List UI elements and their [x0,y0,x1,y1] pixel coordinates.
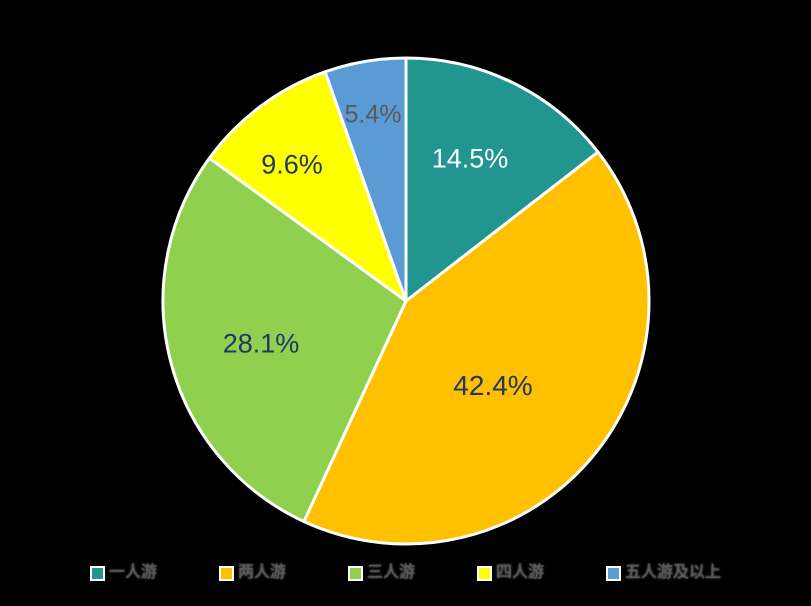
legend-label: 一人游 [108,564,157,581]
chart-legend: 一人游 两人游 三人游 四人游 五人游及以上 [0,558,811,588]
legend-item: 五人游及以上 [606,565,721,581]
legend-label: 五人游及以上 [625,564,722,581]
legend-item: 一人游 [89,564,157,581]
legend-swatch [606,565,622,581]
slice-label: 14.5% [431,143,509,174]
legend-label: 两人游 [237,564,286,581]
legend-item: 四人游 [477,565,544,581]
pie-slice [207,70,408,303]
slice-label: 9.6% [261,149,323,180]
slice-label: 28.1% [222,328,300,359]
pie-slice [323,56,408,303]
pie-slice [161,156,408,524]
pie-slice [302,150,651,546]
legend-swatch [477,565,492,581]
legend-item: 三人游 [347,564,415,581]
legend-swatch [347,565,363,581]
pie-slice [404,56,600,303]
legend-swatch [218,565,234,581]
legend-label: 四人游 [496,564,545,581]
pie-plot-area [161,56,651,546]
slice-label: 42.4% [453,370,533,401]
slice-label: 5.4% [344,100,402,129]
legend-label: 三人游 [366,564,415,581]
legend-item: 两人游 [218,564,286,581]
legend-swatch [89,565,105,581]
